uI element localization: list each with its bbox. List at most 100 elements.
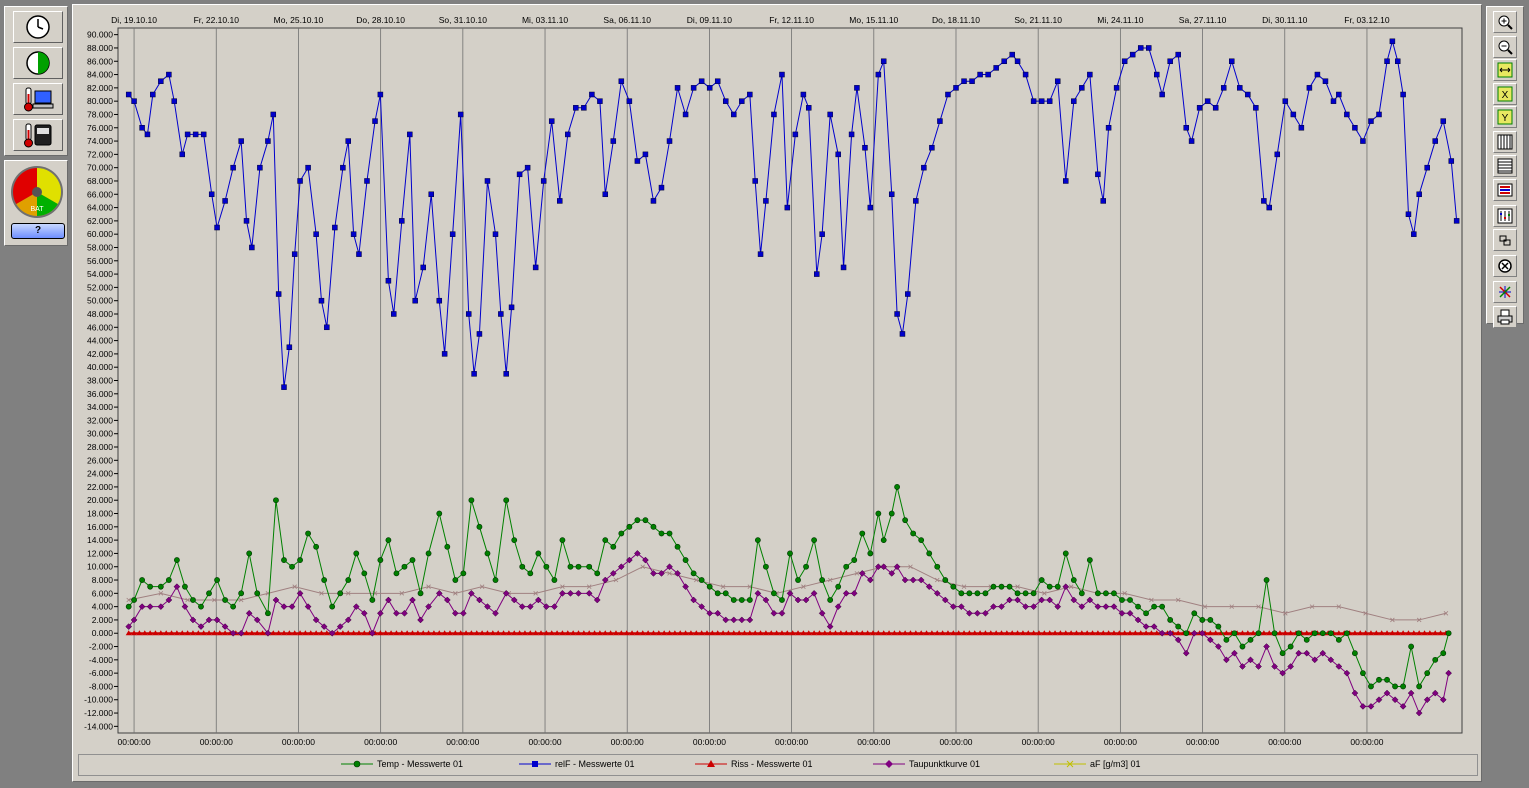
riss-messwerte-01-point <box>869 630 876 636</box>
x-top-label: Fr, 03.12.10 <box>1344 15 1390 25</box>
riss-messwerte-01-point <box>944 630 951 636</box>
riss-messwerte-01-point <box>173 630 180 636</box>
af-g-m3-01-point <box>586 584 592 589</box>
taupunktkurve-01-point <box>510 596 518 604</box>
taupunktkurve-01-point <box>1223 656 1230 664</box>
riss-messwerte-01-point <box>254 630 261 636</box>
taupunktkurve-01-point <box>722 616 730 624</box>
zoom-in-button[interactable] <box>1493 11 1517 33</box>
temp-messwerte-01-point <box>1271 630 1278 637</box>
vertical-grid-button[interactable] <box>1493 131 1517 153</box>
help-button[interactable]: ? <box>11 223 65 239</box>
relf-messwerte-01-point <box>249 244 255 251</box>
clock-button[interactable] <box>13 11 63 43</box>
temp-messwerte-01-point <box>1319 630 1326 637</box>
link-button[interactable] <box>1493 229 1517 251</box>
riss-messwerte-01-point <box>1437 630 1444 636</box>
cursor-button[interactable] <box>1493 281 1517 303</box>
chart: 90.000 88.000 86.000 84.000 82.000 80.000 78.0… <box>84 15 1463 747</box>
riss-messwerte-01-point <box>998 630 1005 636</box>
relf-messwerte-01-point <box>281 384 287 390</box>
y-tick-label: 76.000 <box>87 123 113 133</box>
temp-messwerte-01-point <box>950 583 957 590</box>
taupunktkurve-01-point <box>1263 643 1270 650</box>
taupunktkurve-01-point <box>1343 669 1351 677</box>
riss-messwerte-01-point <box>677 630 684 636</box>
riss-messwerte-01-point <box>655 630 662 636</box>
fit-y-button[interactable]: Y <box>1493 106 1517 128</box>
fit-xy-button[interactable]: X <box>1493 83 1517 105</box>
temp-messwerte-01-point <box>417 590 424 597</box>
relf-messwerte-01-point <box>364 178 370 184</box>
timer-button[interactable] <box>13 47 63 79</box>
temp-messwerte-01-point <box>650 523 657 530</box>
taupunktkurve-01-point <box>425 603 432 610</box>
y-tick-label: 56.000 <box>87 256 113 266</box>
temp-messwerte-01-point <box>1199 617 1206 623</box>
relf-messwerte-01-point <box>222 198 228 204</box>
x-bottom-label: 00:00:00 <box>528 737 561 747</box>
relf-messwerte-01-point <box>350 231 357 237</box>
x-top-label: Di, 30.11.10 <box>1262 15 1307 25</box>
relf-messwerte-01-point <box>937 118 943 124</box>
thermo-computer-button[interactable] <box>13 83 63 115</box>
riss-messwerte-01-point <box>891 630 898 636</box>
taupunktkurve-01-point <box>866 576 874 584</box>
temp-messwerte-01-point <box>468 497 475 504</box>
cancel-button[interactable] <box>1493 255 1517 277</box>
temp-messwerte-01-point <box>222 597 228 603</box>
taupunktkurve-01-point <box>1006 596 1013 604</box>
riss-messwerte-01-point <box>345 630 352 636</box>
horizontal-grid-button[interactable] <box>1493 155 1517 177</box>
relf-messwerte-01-point <box>682 111 689 118</box>
fit-x-button[interactable] <box>1493 59 1517 81</box>
relf-messwerte-01-point <box>921 164 927 171</box>
relf-messwerte-01-point <box>158 78 164 84</box>
relf-messwerte-01-point <box>1121 58 1128 65</box>
y-tick-label: 64.000 <box>87 203 113 213</box>
relf-messwerte-01-point <box>905 291 911 297</box>
taupunktkurve-01-point <box>778 609 786 617</box>
relf-messwerte-01-point <box>179 151 186 158</box>
riss-messwerte-01-point <box>414 630 421 636</box>
temp-messwerte-01-point <box>1167 617 1174 623</box>
af-g-m3-01-point <box>479 584 485 589</box>
legend-button[interactable] <box>1493 179 1517 201</box>
riss-messwerte-01-point <box>639 630 646 636</box>
taupunktkurve-01-point <box>1383 689 1391 697</box>
riss-messwerte-01-point <box>452 630 459 636</box>
taupunktkurve-01-point <box>1046 596 1054 604</box>
temp-messwerte-01-point <box>1086 557 1093 563</box>
riss-messwerte-01-point <box>704 630 711 636</box>
relf-messwerte-01-point <box>1113 85 1120 91</box>
relf-messwerte-01-point <box>503 371 509 377</box>
taupunktkurve-01-point <box>1231 649 1238 657</box>
temp-messwerte-01-point <box>658 530 665 537</box>
riss-messwerte-01-point <box>1153 630 1160 636</box>
zoom-out-button[interactable] <box>1493 36 1517 58</box>
relf-messwerte-01-point <box>465 311 472 317</box>
taupunktkurve-01-point <box>990 603 997 610</box>
taupunktkurve-01-point <box>221 623 229 630</box>
temp-messwerte-01-point <box>567 563 574 570</box>
taupunktkurve-01-point <box>674 570 681 577</box>
riss-messwerte-01-point <box>222 630 229 636</box>
riss-messwerte-01-point <box>720 630 727 636</box>
riss-messwerte-01-point <box>168 630 175 636</box>
relf-messwerte-01-point <box>763 198 769 204</box>
x-top-label: Di, 09.11.10 <box>687 15 732 25</box>
thermo-logger-button[interactable] <box>13 119 63 151</box>
legend-item: aF [g/m3] 01 <box>1054 759 1141 769</box>
taupunktkurve-01-point <box>518 603 526 610</box>
riss-messwerte-01-point <box>489 630 496 636</box>
relf-messwerte-01-point <box>208 191 215 198</box>
print-button[interactable] <box>1493 306 1517 328</box>
temp-messwerte-01-point <box>1022 590 1029 597</box>
riss-messwerte-01-point <box>479 630 486 636</box>
temp-messwerte-01-point <box>819 577 826 583</box>
riss-messwerte-01-point <box>757 630 764 636</box>
relf-messwerte-01-point <box>540 178 547 184</box>
settings-button[interactable] <box>1493 205 1517 227</box>
riss-messwerte-01-point <box>1148 630 1155 636</box>
relf-messwerte-01-point <box>1266 204 1272 211</box>
